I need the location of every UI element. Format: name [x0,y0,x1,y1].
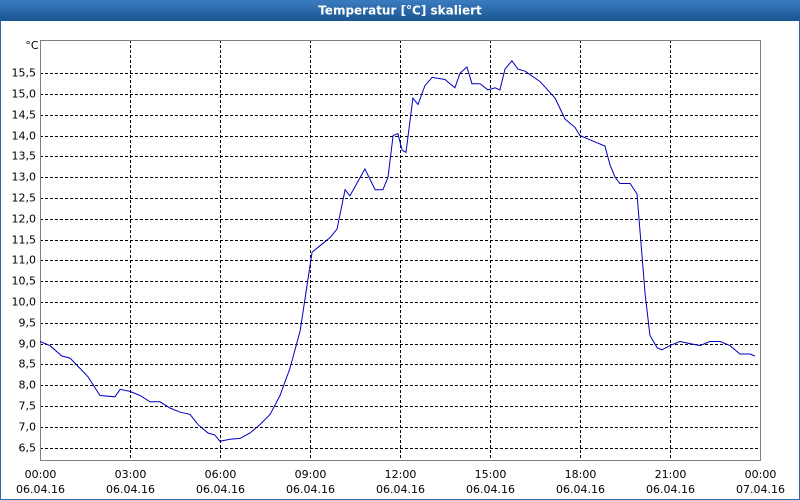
x-tick-date: 06.04.16 [196,483,245,496]
y-tick-label: 14,5 [12,109,37,122]
x-tick-label: 21:00 [655,468,687,481]
data-line [39,59,756,442]
x-tick-date: 07.04.16 [736,483,785,496]
x-tick-label: 09:00 [295,468,327,481]
y-tick-label: 9,0 [19,338,37,351]
y-tick-label: 15,5 [12,67,37,80]
x-tick-label: 15:00 [475,468,507,481]
x-tick-label: 00:00 [745,468,777,481]
x-tick-date: 06.04.16 [106,483,155,496]
y-tick-label: 14,0 [12,130,37,143]
x-tick-date: 06.04.16 [556,483,605,496]
title-bar [0,0,800,21]
x-tick-date: 06.04.16 [466,483,515,496]
y-tick-label: 12,0 [12,213,37,226]
x-tick-label: 03:00 [115,468,147,481]
x-tick-date: 06.04.16 [286,483,335,496]
y-tick-label: 10,5 [12,275,37,288]
y-tick-label: 10,0 [12,296,37,309]
y-tick-label: 7,0 [19,421,37,434]
y-tick-label: 13,5 [12,150,37,163]
y-tick-label: 11,0 [12,254,37,267]
y-tick-label: 11,5 [12,234,37,247]
x-tick-date: 06.04.16 [646,483,695,496]
y-tick-label: 7,5 [19,400,37,413]
y-tick-label: 12,5 [12,192,37,205]
x-tick-label: 00:00 [25,468,57,481]
x-tick-date: 06.04.16 [16,483,65,496]
y-tick-label: 8,5 [19,358,37,371]
y-tick-label: 8,0 [19,379,37,392]
y-tick-label: 9,5 [19,317,37,330]
y-tick-label: 13,0 [12,171,37,184]
x-tick-label: 06:00 [205,468,237,481]
y-tick-label: 6,5 [19,442,37,455]
y-axis-label: °C [25,39,39,52]
chart-title: Temperatur [°C] skaliert [318,4,482,18]
x-tick-label: 12:00 [385,468,417,481]
plot-border [40,40,761,461]
y-tick-label: 15,0 [12,88,37,101]
x-tick-date: 06.04.16 [376,483,425,496]
x-tick-label: 18:00 [565,468,597,481]
